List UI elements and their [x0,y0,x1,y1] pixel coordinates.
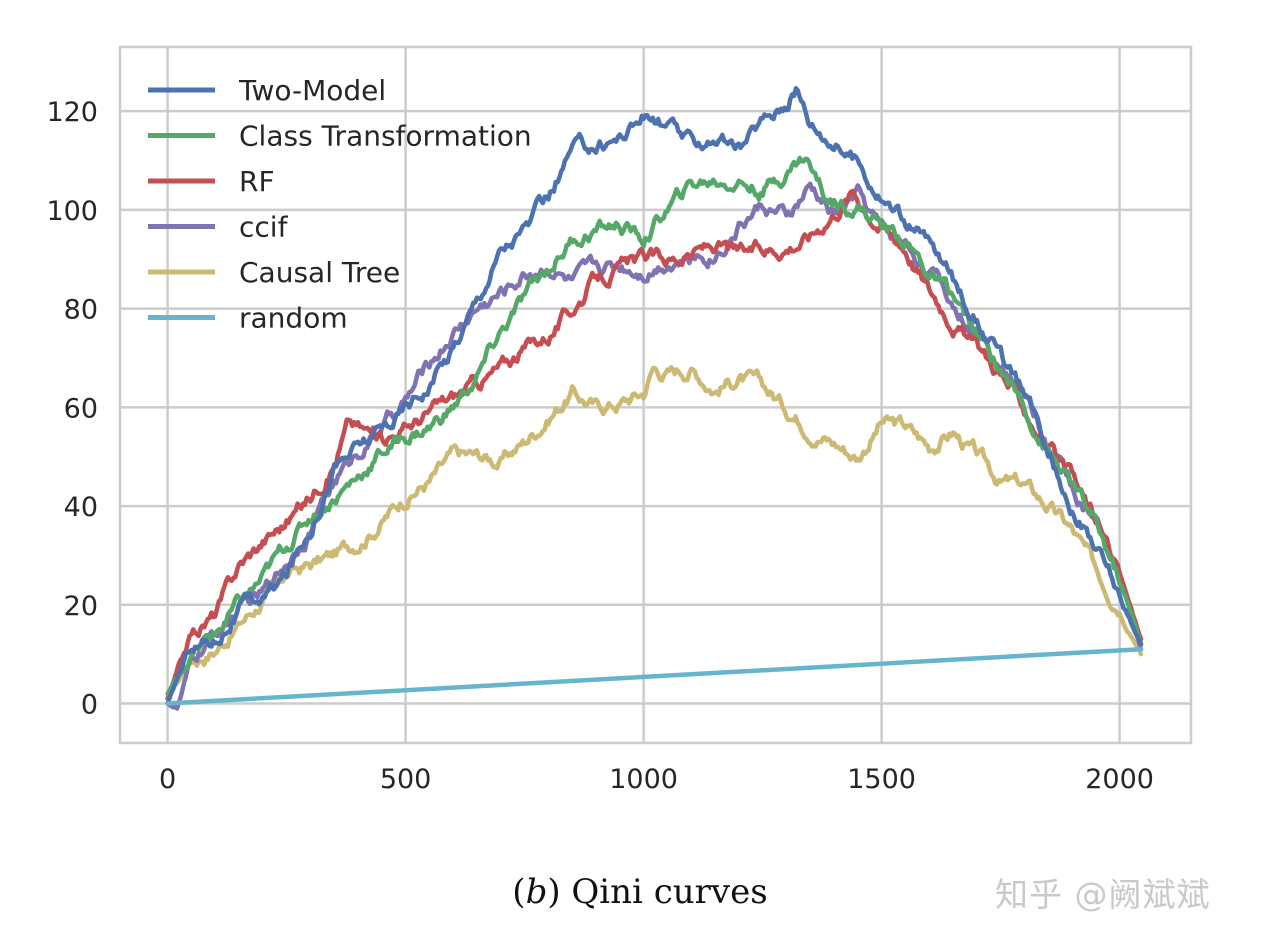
y-tick-label-20: 20 [64,591,98,622]
caption-letter: b [525,872,548,912]
series-line-two-model [165,86,1144,706]
y-tick-label-120: 120 [46,97,98,128]
legend-label-two-model: Two-Model [238,74,386,107]
series-line-class-transformation [165,155,1144,696]
series-line-random [165,646,1144,706]
legend-label-rf: RF [239,165,275,198]
y-tick-label-80: 80 [64,295,98,326]
caption-close-paren: ) [547,872,561,912]
x-tick-label-500: 500 [380,764,432,795]
legend-label-causal-tree: Causal Tree [239,256,400,289]
caption-open-paren: ( [512,872,526,912]
figure-caption: (b) Qini curves [0,872,1265,912]
x-tick-label-1000: 1000 [609,764,678,795]
series-lines [165,86,1144,711]
x-tick-label-1500: 1500 [847,764,916,795]
y-tick-label-0: 0 [81,690,98,721]
y-tick-label-40: 40 [64,492,98,523]
legend-label-class-transformation: Class Transformation [239,120,532,153]
series-line-causal-tree [165,365,1144,701]
legend: Two-Model Class Transformation RF ccif Causa… [148,74,532,335]
plot-frame [118,45,1193,745]
legend-label-ccif: ccif [239,211,289,244]
x-tick-label-2000: 2000 [1085,764,1154,795]
qini-chart: 0 500 1000 1500 2000 0 20 40 60 80 100 120 Two-Mode… [46,45,1193,795]
legend-label-random: random [239,302,348,335]
tick-labels: 0 500 1000 1500 2000 0 20 40 60 80 100 120 [46,97,1154,795]
y-tick-label-60: 60 [64,393,98,424]
grid [120,47,1191,743]
y-tick-label-100: 100 [46,196,98,227]
caption-text: Qini curves [571,872,768,912]
x-tick-label-0: 0 [159,764,176,795]
watermark: 知乎 @阙斌斌 [995,875,1211,914]
